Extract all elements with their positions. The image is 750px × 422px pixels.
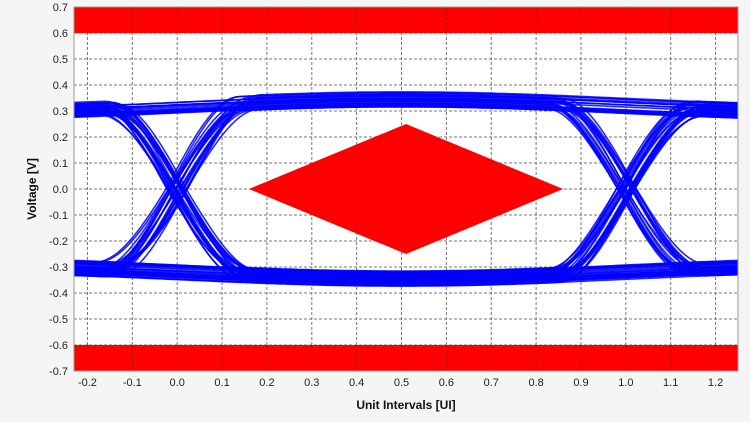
x-tick-label: 0.4: [349, 377, 364, 389]
x-tick-label: 1.1: [663, 377, 678, 389]
plot-border: [73, 6, 739, 372]
x-tick-label: 0.0: [170, 377, 185, 389]
eye-trace: [73, 102, 739, 274]
eye-trace: [73, 104, 739, 117]
mask-band-lower: [74, 345, 738, 371]
y-tick-label: -0.1: [49, 210, 68, 222]
y-tick-label: 0.5: [53, 54, 68, 66]
x-tick-label: 0.9: [573, 377, 588, 389]
eye-trace: [73, 271, 739, 285]
y-tick-label: -0.5: [49, 314, 68, 326]
y-tick-label: -0.7: [49, 366, 68, 378]
y-tick-label: 0.3: [53, 106, 68, 118]
y-tick-label: 0.0: [53, 184, 68, 196]
y-tick-label: 0.1: [53, 158, 68, 170]
y-tick-label: 0.6: [53, 28, 68, 40]
mask-band-upper: [74, 7, 738, 33]
mask-diamond: [248, 124, 564, 254]
x-tick-label: 0.5: [394, 377, 409, 389]
y-tick-label: -0.4: [49, 288, 68, 300]
x-axis-label: Unit Intervals [UI]: [356, 398, 455, 412]
x-tick-label: 1.0: [618, 377, 633, 389]
mask-bands: [74, 7, 738, 371]
eye-trace: [73, 107, 739, 279]
x-tick-label: 0.1: [214, 377, 229, 389]
eye-trace: [73, 105, 739, 277]
y-axis-label: Voltage [V]: [25, 158, 39, 220]
x-tick-label: 0.2: [259, 377, 274, 389]
y-tick-label: -0.3: [49, 262, 68, 274]
x-tick-label: 0.8: [528, 377, 543, 389]
x-tick-label: 0.7: [484, 377, 499, 389]
x-tick-label: -0.1: [123, 377, 142, 389]
eye-trace: [73, 273, 739, 287]
eye-traces: [73, 91, 739, 287]
x-tick-label: 0.6: [439, 377, 454, 389]
eye-trace: [73, 262, 739, 276]
eye-trace: [73, 93, 739, 266]
x-tick-label: 0.3: [304, 377, 319, 389]
y-tick-labels: 0.7 0.6 0.5 0.4 0.3 0.2 0.1 0.0 -0.1 -0.2 -0.3 -0.4…: [49, 2, 68, 378]
y-tick-label: 0.7: [53, 2, 68, 14]
y-tick-label: 0.2: [53, 132, 68, 144]
eye-trace: [73, 109, 739, 281]
x-tick-label: -0.2: [78, 377, 97, 389]
eye-trace: [73, 95, 739, 108]
eye-trace: [73, 101, 739, 274]
y-tick-label: -0.6: [49, 340, 68, 352]
x-tick-labels: -0.2 -0.1 0.0 0.1 0.2 0.3 0.4 0.5 0.6 0.7 0.8 0.9 1.…: [78, 377, 723, 389]
y-tick-label: 0.4: [53, 80, 68, 92]
y-tick-label: -0.2: [49, 236, 68, 248]
x-tick-label: 1.2: [708, 377, 723, 389]
eye-trace: [73, 111, 739, 283]
eye-trace: [73, 92, 739, 264]
mask-diamond-group: [73, 6, 739, 372]
